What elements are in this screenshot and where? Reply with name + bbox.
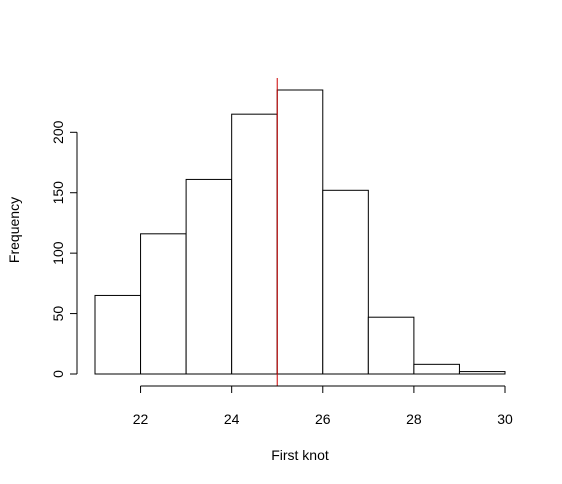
x-tick-label: 24: [224, 411, 240, 427]
histogram-bar: [413, 363, 460, 375]
x-axis-title: First knot: [271, 447, 329, 463]
x-tick-label: 28: [406, 411, 422, 427]
histogram-bar: [185, 178, 233, 375]
histogram-bar: [458, 371, 506, 375]
histogram-bars: [94, 89, 506, 375]
x-tick-label: 26: [315, 411, 331, 427]
y-axis-title: Frequency: [6, 197, 22, 263]
y-tick-label: 150: [50, 181, 66, 205]
y-tick-label: 100: [50, 241, 66, 265]
histogram-bar: [276, 89, 324, 375]
x-tick-label: 22: [133, 411, 149, 427]
y-axis: 0 50 100 150 200: [50, 120, 78, 378]
histogram-bar: [94, 294, 142, 375]
y-tick-label: 0: [50, 370, 66, 378]
x-tick-label: 30: [497, 411, 513, 427]
histogram-bar: [322, 189, 369, 375]
histogram-bar: [140, 233, 187, 375]
y-tick-label: 50: [50, 306, 66, 322]
x-axis: 22 24 26 28 30: [133, 385, 513, 427]
y-tick-label: 200: [50, 120, 66, 144]
histogram-bar: [231, 113, 278, 375]
histogram-bar: [367, 316, 415, 375]
